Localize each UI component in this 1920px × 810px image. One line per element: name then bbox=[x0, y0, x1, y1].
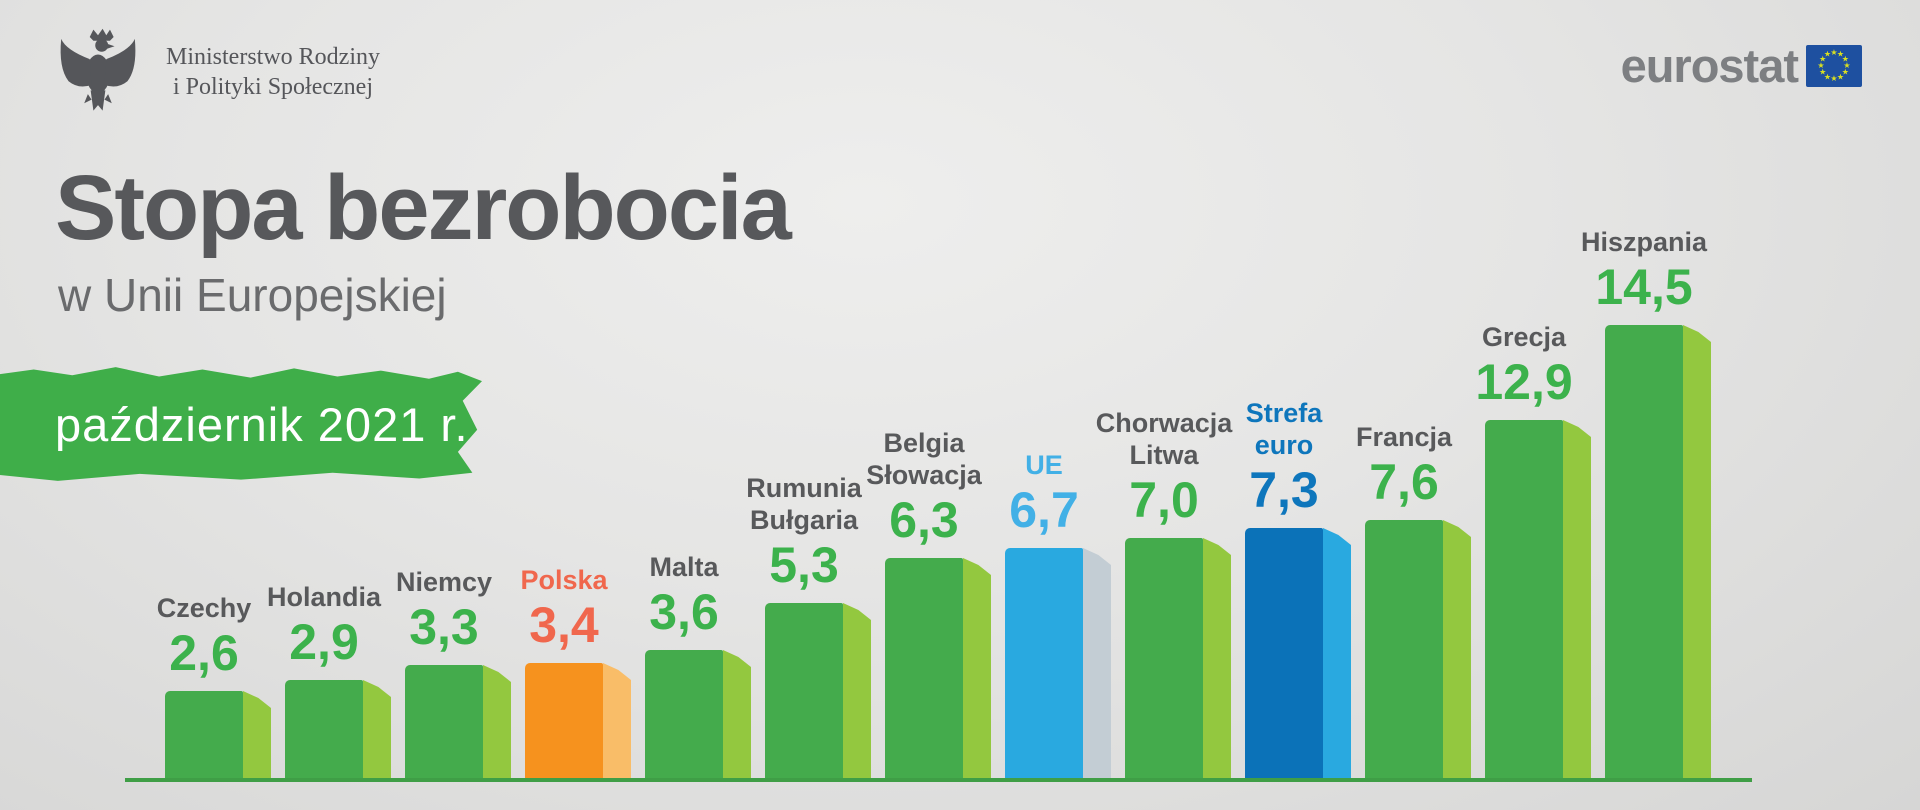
bar-category-label: Chorwacja Litwa bbox=[1095, 408, 1233, 470]
bar-face bbox=[405, 665, 483, 778]
bar-labels: Hiszpania 14,5 bbox=[1581, 226, 1707, 313]
bar-face bbox=[285, 680, 363, 778]
bar-category-label: Grecja bbox=[1481, 322, 1567, 352]
bar-3d-side bbox=[1323, 528, 1351, 778]
ministry-name-line1: Ministerstwo Rodziny bbox=[166, 44, 380, 70]
eu-flag-icon: ★ ★ ★ ★ ★ ★ ★ ★ ★ ★ ★ ★ bbox=[1806, 44, 1862, 87]
bar-category-label: Holandia bbox=[266, 582, 382, 612]
bar-value-label: 2,9 bbox=[289, 614, 359, 670]
bar-face bbox=[165, 691, 243, 778]
bar-category-label: Francja bbox=[1355, 422, 1453, 452]
bar-3d-side bbox=[483, 665, 511, 778]
bar-3d-side bbox=[363, 680, 391, 778]
bar-value-label: 6,7 bbox=[1009, 482, 1079, 538]
bar-3d-side bbox=[963, 558, 991, 778]
chart-baseline bbox=[125, 778, 1752, 782]
bar-value-label: 14,5 bbox=[1595, 259, 1693, 315]
bar-3d-side bbox=[1563, 420, 1591, 778]
bar-face bbox=[1005, 548, 1083, 778]
page-title: Stopa bezrobocia bbox=[55, 157, 792, 259]
bar-value-label: 3,4 bbox=[529, 597, 599, 653]
bar-3d-side bbox=[723, 650, 751, 778]
bar-3d-side bbox=[1203, 538, 1231, 778]
bar-value-label: 7,3 bbox=[1249, 462, 1319, 518]
ministry-name-line2: i Polityki Społecznej bbox=[173, 74, 373, 100]
bar-value-label: 3,6 bbox=[649, 584, 719, 640]
bar-face bbox=[645, 650, 723, 778]
bar-value-label: 7,6 bbox=[1369, 454, 1439, 510]
bar-category-label: Czechy bbox=[156, 593, 252, 623]
bar-category-label: Hiszpania bbox=[1580, 227, 1708, 257]
bar-value-label: 5,3 bbox=[769, 537, 839, 593]
bar-face bbox=[1605, 325, 1683, 778]
bar-labels: Polska 3,4 bbox=[520, 564, 607, 651]
bar-labels: Rumunia Bułgaria 5,3 bbox=[746, 472, 862, 591]
bar-3d-side bbox=[1683, 325, 1711, 778]
bar-face bbox=[765, 603, 843, 778]
period-banner-label: październik 2021 r. bbox=[55, 397, 469, 451]
ministry-logo-block: Ministerstwo Rodziny i Polityki Społeczn… bbox=[56, 26, 380, 118]
bar-value-label: 6,3 bbox=[889, 492, 959, 548]
polish-eagle-emblem bbox=[60, 28, 136, 111]
period-banner: październik 2021 r. bbox=[0, 367, 482, 481]
bar-value-label: 3,3 bbox=[409, 599, 479, 655]
eurostat-wordmark: eurostat bbox=[1620, 39, 1799, 92]
bar-labels: Grecja 12,9 bbox=[1475, 321, 1572, 408]
bar-labels: Malta 3,6 bbox=[649, 551, 719, 638]
bar-face bbox=[1485, 420, 1563, 778]
bar-3d-side bbox=[243, 691, 271, 778]
page-subtitle: w Unii Europejskiej bbox=[58, 269, 447, 321]
bar-labels: Belgia Słowacja 6,3 bbox=[866, 427, 982, 546]
bar-category-label: Polska bbox=[520, 565, 608, 595]
bar-category-label: Strefa euro bbox=[1245, 398, 1323, 460]
bar-face bbox=[885, 558, 963, 778]
bar-labels: Czechy 2,6 bbox=[157, 592, 252, 679]
bar-3d-side bbox=[603, 663, 631, 778]
bar-labels: Niemcy 3,3 bbox=[396, 566, 492, 653]
bar-3d-side bbox=[1083, 548, 1111, 778]
bar-3d-side bbox=[843, 603, 871, 778]
bar-face bbox=[525, 663, 603, 778]
bar-value-label: 7,0 bbox=[1129, 472, 1199, 528]
bar-value-label: 12,9 bbox=[1475, 354, 1573, 410]
bar-labels: Strefa euro 7,3 bbox=[1246, 397, 1323, 516]
bar-labels: Holandia 2,9 bbox=[267, 581, 381, 668]
bar-face bbox=[1245, 528, 1323, 778]
bar-labels: Francja 7,6 bbox=[1356, 421, 1452, 508]
bar-value-label: 2,6 bbox=[169, 625, 239, 681]
eurostat-logo-block: eurostat ★ ★ ★ ★ ★ ★ ★ ★ ★ ★ ★ ★ bbox=[1621, 38, 1862, 93]
bar-category-label: Rumunia Bułgaria bbox=[746, 473, 862, 535]
bar-category-label: Malta bbox=[649, 552, 719, 582]
bar-labels: UE 6,7 bbox=[1009, 449, 1079, 536]
bar-category-label: Niemcy bbox=[395, 567, 493, 597]
bar-3d-side bbox=[1443, 520, 1471, 778]
bar-face bbox=[1125, 538, 1203, 778]
bar-face bbox=[1365, 520, 1443, 778]
bar-labels: Chorwacja Litwa 7,0 bbox=[1096, 407, 1233, 526]
bar-category-label: UE bbox=[1025, 450, 1063, 480]
bar-category-label: Belgia Słowacja bbox=[866, 428, 982, 490]
